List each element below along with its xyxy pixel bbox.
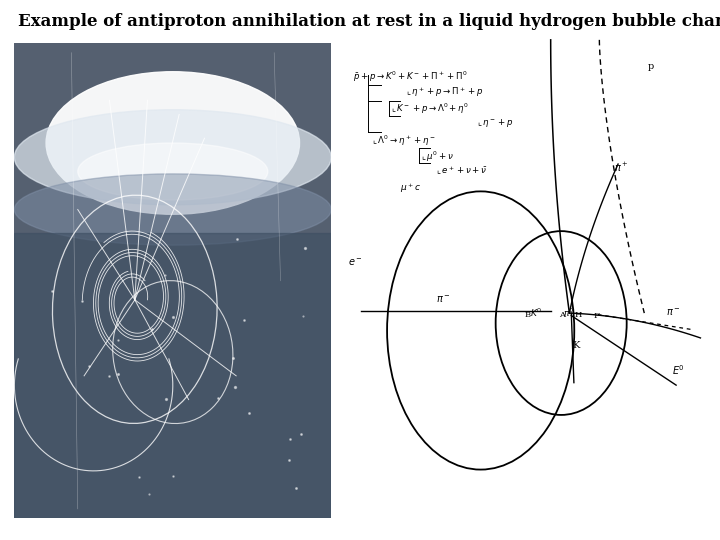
Text: $\llcorner\,\Lambda^0\rightarrow \eta^++\eta^-$: $\llcorner\,\Lambda^0\rightarrow \eta^++… bbox=[372, 133, 436, 147]
Text: $\pi^-$: $\pi^-$ bbox=[436, 294, 451, 305]
Text: K: K bbox=[572, 341, 580, 350]
Text: $K^0$: $K^0$ bbox=[531, 307, 543, 319]
Text: A: A bbox=[559, 311, 565, 319]
Ellipse shape bbox=[14, 110, 331, 205]
Text: B: B bbox=[524, 311, 531, 319]
Text: $\llcorner\,\eta^-+p$: $\llcorner\,\eta^-+p$ bbox=[477, 117, 513, 130]
Text: $\pi^0$: $\pi^0$ bbox=[563, 307, 575, 319]
Text: H: H bbox=[575, 311, 582, 319]
Text: $\llcorner\,e^++\nu+\bar{\nu}$: $\llcorner\,e^++\nu+\bar{\nu}$ bbox=[436, 165, 487, 177]
Bar bbox=[14, 233, 331, 518]
Text: $\llcorner\,\mu^0+\nu$: $\llcorner\,\mu^0+\nu$ bbox=[420, 149, 454, 164]
Text: $\pi^-$: $\pi^-$ bbox=[666, 307, 680, 318]
Text: $\mu^+c$: $\mu^+c$ bbox=[400, 181, 421, 195]
Text: $\pi^+$: $\pi^+$ bbox=[613, 160, 628, 173]
Text: F: F bbox=[594, 312, 600, 320]
Ellipse shape bbox=[78, 143, 268, 200]
Text: $e^-$: $e^-$ bbox=[348, 257, 363, 268]
Text: $\llcorner\,\eta^++p\rightarrow \Pi^++p$: $\llcorner\,\eta^++p\rightarrow \Pi^++p$ bbox=[406, 85, 483, 99]
Text: $\bar{p}+p\rightarrow K^0+K^-+\Pi^++\Pi^0$: $\bar{p}+p\rightarrow K^0+K^-+\Pi^++\Pi^… bbox=[354, 70, 468, 84]
Ellipse shape bbox=[46, 72, 300, 214]
Text: $E^0$: $E^0$ bbox=[672, 363, 685, 377]
Text: Example of antiproton annihilation at rest in a liquid hydrogen bubble chamber: Example of antiproton annihilation at re… bbox=[18, 14, 720, 30]
Ellipse shape bbox=[14, 174, 331, 245]
Text: p: p bbox=[647, 62, 654, 71]
Text: $\llcorner\,K^-+p\rightarrow \Lambda^0+\eta^0$: $\llcorner\,K^-+p\rightarrow \Lambda^0+\… bbox=[391, 102, 469, 116]
